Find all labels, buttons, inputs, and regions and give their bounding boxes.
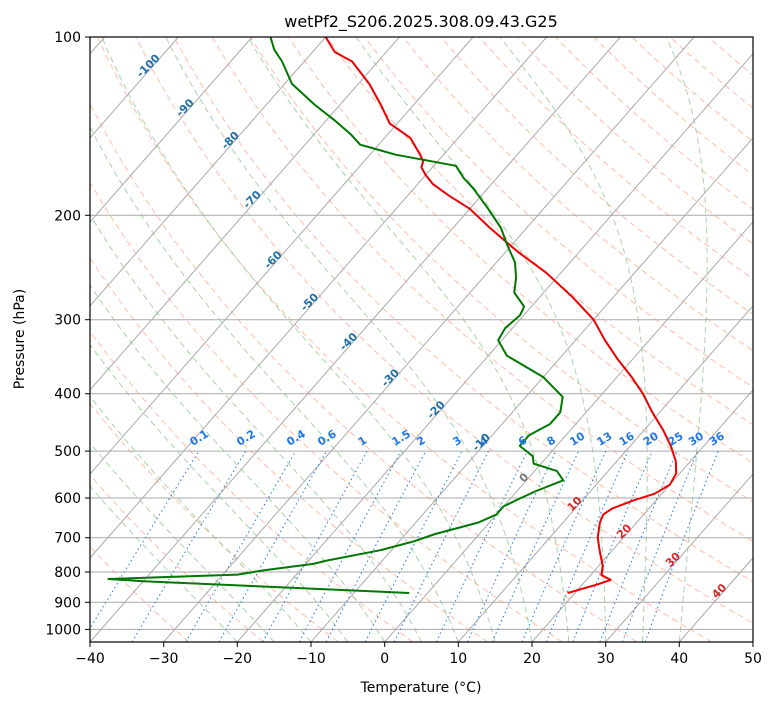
mixing-ratio-line <box>467 450 557 642</box>
y-tick-label: 900 <box>54 595 81 611</box>
dry-adiabat <box>631 37 753 143</box>
dry-adiabat <box>90 102 638 642</box>
moist-adiabat <box>90 485 238 642</box>
y-tick-label: 100 <box>54 30 81 46</box>
x-axis-label: Temperature (°C) <box>360 680 482 696</box>
y-tick-label: 400 <box>54 387 81 403</box>
moist-adiabat <box>90 213 422 642</box>
mixing-ratio-line <box>644 450 719 642</box>
dry-adiabat <box>90 181 563 642</box>
x-tick-label: 30 <box>597 651 615 667</box>
isotherm-line <box>90 37 327 307</box>
moist-adiabat <box>101 37 496 642</box>
y-tick-label: 200 <box>54 208 81 224</box>
temperature-profile-line <box>324 37 678 594</box>
moist-adiabat <box>90 343 349 642</box>
y-tick-label: 1000 <box>45 622 81 638</box>
y-axis-label: Pressure (hPa) <box>12 289 28 389</box>
dry-adiabat <box>90 257 488 642</box>
isotherm-line <box>90 37 400 391</box>
mixing-ratio-line <box>435 450 528 642</box>
y-tick-label: 700 <box>54 531 81 547</box>
isotherm-line <box>90 37 474 475</box>
moist-adiabat <box>355 37 607 642</box>
isotherm-line <box>384 221 753 642</box>
mixing-ratio-line <box>393 450 489 642</box>
x-tick-label: 10 <box>449 651 467 667</box>
chart-title: wetPf2_S206.2025.308.09.43.G25 <box>284 12 558 32</box>
x-tick-label: 40 <box>670 651 688 667</box>
dry-adiabat <box>326 37 753 426</box>
dry-adiabat <box>90 330 414 642</box>
isotherm-line <box>90 37 253 223</box>
x-tick-label: −40 <box>75 651 105 667</box>
dry-adiabat <box>249 37 753 503</box>
dry-adiabat <box>440 37 753 316</box>
isotherm-line <box>605 473 753 642</box>
x-tick-label: 0 <box>380 651 389 667</box>
moist-adiabat <box>90 125 459 642</box>
y-tick-label: 300 <box>54 313 81 329</box>
dry-adiabat <box>173 37 753 583</box>
dry-adiabat <box>97 37 712 642</box>
dry-adiabat <box>364 37 753 388</box>
x-tick-label: −30 <box>149 651 179 667</box>
dry-adiabat <box>135 37 753 624</box>
isotherm-line <box>531 389 753 642</box>
dewpoint-profile-line <box>107 37 565 594</box>
moist-adiabat <box>90 442 275 642</box>
dry-adiabat <box>90 474 264 642</box>
mixing-ratio-line <box>131 450 247 642</box>
isotherm-line <box>90 37 621 642</box>
isotherm-line <box>163 37 695 642</box>
isotherm-line <box>310 137 753 642</box>
mixing-ratio-line <box>621 450 698 642</box>
y-tick-label: 500 <box>54 444 81 460</box>
x-tick-label: −20 <box>223 651 253 667</box>
moist-adiabat <box>247 37 570 642</box>
x-tick-label: 50 <box>744 651 762 667</box>
y-tick-label: 600 <box>54 491 81 507</box>
dry-adiabat <box>478 37 753 280</box>
plot-frame <box>89 36 754 643</box>
isotherm-line <box>90 37 548 559</box>
moist-adiabat <box>665 37 708 642</box>
mixing-ratio-line <box>599 450 678 642</box>
mixing-ratio-line <box>90 450 200 630</box>
mixing-ratio-line <box>298 450 402 642</box>
y-tick-label: 800 <box>54 565 81 581</box>
isotherm-line <box>457 305 753 642</box>
x-tick-label: 20 <box>523 651 541 667</box>
moist-adiabat <box>90 284 386 642</box>
isotherm-line <box>236 53 753 642</box>
dry-adiabat <box>593 37 753 176</box>
moist-adiabat <box>165 37 533 642</box>
moist-adiabat <box>499 37 648 642</box>
dry-adiabat <box>211 37 753 542</box>
x-tick-label: −10 <box>296 651 326 667</box>
mixing-ratio-line <box>185 450 297 642</box>
